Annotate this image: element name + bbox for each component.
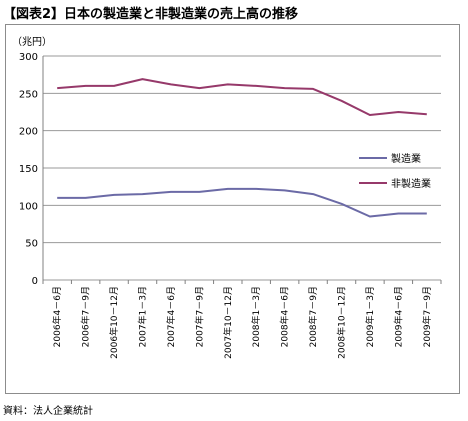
x-tick-label: 2007年4－6月	[165, 286, 177, 347]
series-line-2	[57, 78, 427, 116]
y-tick-label: 0	[32, 276, 38, 287]
x-tick-label: 2009年1－3月	[364, 286, 376, 347]
y-tick-label: 50	[25, 239, 38, 250]
legend-label-2: 非製造業	[391, 177, 431, 190]
x-tick-label: 2009年4－6月	[392, 286, 404, 347]
chart-frame	[5, 24, 460, 394]
x-tick-label: 2008年1－3月	[250, 286, 262, 347]
x-tick-label: 2007年1－3月	[137, 286, 149, 347]
x-tick-label: 2008年10－12月	[336, 286, 348, 359]
y-axis-unit-label: （兆円）	[12, 37, 52, 48]
source-note: 資料：法人企業統計	[3, 406, 93, 417]
x-tick-label: 2007年10－12月	[222, 286, 234, 359]
x-tick-label: 2006年10－12月	[108, 286, 120, 359]
legend-label-1: 製造業	[391, 152, 421, 165]
y-tick-label: 150	[19, 164, 38, 175]
x-tick-label: 2008年7－9月	[307, 286, 319, 347]
gridlines	[42, 55, 441, 281]
y-tick-label: 250	[19, 89, 38, 100]
x-axis-ticks: 2006年4－6月 2006年7－9月 2006年10－12月 2007年1－3月 20…	[42, 280, 442, 359]
chart-title: 【図表2】日本の製造業と非製造業の売上高の推移	[3, 7, 299, 22]
y-tick-label: 200	[19, 127, 38, 138]
series-lines	[57, 78, 427, 218]
x-tick-label: 2007年7－9月	[193, 286, 205, 347]
x-tick-label: 2008年4－6月	[279, 286, 291, 347]
x-tick-label: 2009年7－9月	[421, 286, 433, 347]
y-tick-label: 100	[19, 201, 38, 212]
y-tick-label: 300	[19, 52, 38, 63]
x-tick-label: 2006年4－6月	[51, 286, 63, 347]
series-line-1	[57, 187, 427, 218]
x-tick-label: 2006年7－9月	[80, 286, 92, 347]
y-axis-ticks: 0 50 100 150 200 250 300	[19, 52, 38, 287]
